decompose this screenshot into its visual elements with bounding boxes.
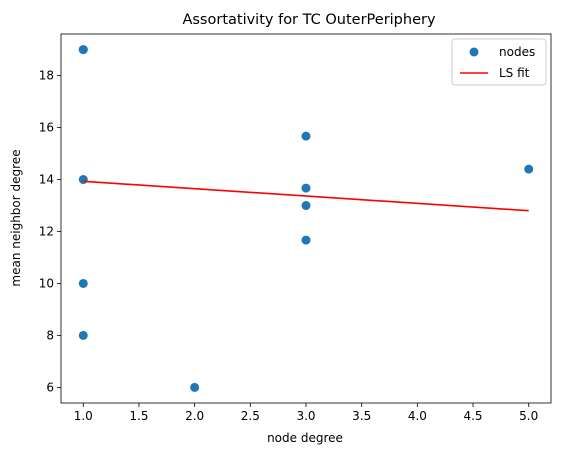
y-axis-label: mean neighbor degree bbox=[9, 149, 23, 286]
x-axis: 1.0 1.5 2.0 2.5 3.0 3.5 4.0 4.5 5.0 bbox=[74, 403, 538, 423]
legend-entry-label: LS fit bbox=[499, 66, 530, 80]
y-tick-label: 14 bbox=[39, 173, 54, 187]
x-tick-label: 4.5 bbox=[463, 409, 482, 423]
data-point bbox=[301, 235, 311, 245]
legend-entry-label: nodes bbox=[499, 45, 535, 59]
y-axis: 6 8 10 12 14 16 18 bbox=[39, 69, 61, 394]
data-point bbox=[78, 45, 88, 55]
x-tick-label: 5.0 bbox=[519, 409, 538, 423]
legend: nodes LS fit bbox=[451, 38, 547, 86]
y-tick-label: 10 bbox=[39, 276, 54, 290]
y-tick-label: 8 bbox=[46, 328, 54, 342]
y-tick-label: 18 bbox=[39, 69, 54, 83]
data-point bbox=[301, 201, 311, 211]
fit-line bbox=[83, 180, 529, 212]
data-point bbox=[524, 164, 534, 174]
x-tick-label: 2.5 bbox=[241, 409, 260, 423]
data-point bbox=[78, 330, 88, 340]
x-axis-label: node degree bbox=[267, 431, 343, 445]
data-point bbox=[78, 175, 88, 185]
legend-marker-swatch bbox=[469, 47, 479, 57]
data-point bbox=[190, 382, 200, 392]
data-point bbox=[301, 183, 311, 193]
data-point bbox=[78, 278, 88, 288]
x-tick-label: 4.0 bbox=[408, 409, 427, 423]
y-tick-label: 6 bbox=[46, 380, 54, 394]
y-tick-label: 12 bbox=[39, 224, 54, 238]
y-tick-label: 16 bbox=[39, 121, 54, 135]
x-tick-label: 3.0 bbox=[296, 409, 315, 423]
chart-title: Assortativity for TC OuterPeriphery bbox=[182, 12, 436, 28]
plot-area bbox=[60, 33, 552, 404]
x-tick-label: 2.0 bbox=[185, 409, 204, 423]
x-tick-label: 1.0 bbox=[74, 409, 93, 423]
x-tick-label: 3.5 bbox=[352, 409, 371, 423]
x-tick-label: 1.5 bbox=[129, 409, 148, 423]
data-point bbox=[301, 131, 311, 141]
